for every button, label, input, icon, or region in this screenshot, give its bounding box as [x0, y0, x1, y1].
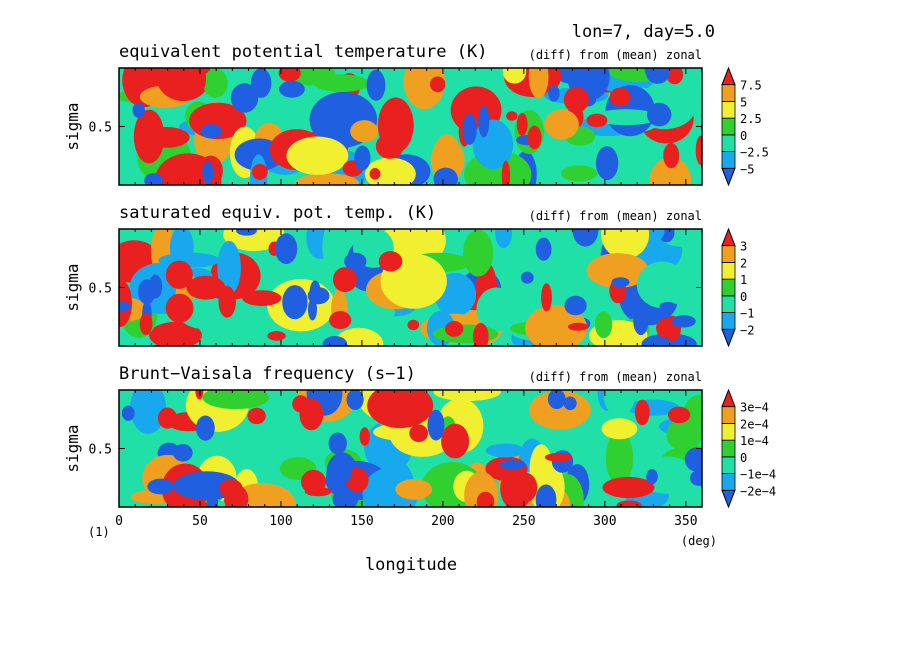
- colorbar-top-arrow: [721, 388, 736, 408]
- colorbar-label: −2.5: [740, 146, 769, 160]
- x-tick-label: 50: [192, 514, 208, 529]
- colorbar-2: 3 2 1 0 −1 −2: [721, 227, 754, 348]
- colorbar-top-arrow: [721, 227, 736, 247]
- colorbar-swatch: [721, 117, 736, 136]
- colorbar-swatch: [721, 84, 736, 102]
- colorbar-label: 0: [740, 290, 747, 304]
- panel-title-2: saturated equiv. pot. temp. (K): [119, 203, 436, 223]
- colorbar-label: 5: [740, 95, 747, 109]
- colorbar-label: 1e−4: [740, 434, 769, 448]
- colorbar-label: 2: [740, 256, 747, 270]
- colorbar-swatch: [721, 278, 736, 297]
- colorbar-swatch: [721, 245, 736, 263]
- y-axis-label-1: sigma: [63, 102, 82, 150]
- x-tick-label: 350: [674, 514, 697, 529]
- x-tick-label: 300: [593, 514, 616, 529]
- colorbar-label: 3: [740, 240, 747, 254]
- x-tick-label: 150: [350, 514, 373, 529]
- field-3: [119, 390, 702, 507]
- colorbar-label: −1e−4: [740, 468, 776, 482]
- y-tick-label: 0.5: [89, 443, 112, 458]
- colorbar-swatch: [721, 262, 736, 280]
- colorbar-swatch: [721, 473, 736, 491]
- colorbar-swatch: [721, 312, 736, 330]
- colorbar-bottom-arrow: [721, 489, 736, 509]
- colorbar-swatch: [721, 151, 736, 169]
- panel-subtitle-2: (diff) from (mean) zonal: [529, 209, 702, 223]
- figure-label: (1): [88, 525, 110, 539]
- colorbar-swatch: [721, 406, 736, 424]
- x-tick-label: 250: [512, 514, 535, 529]
- x-tick-label: 0: [115, 514, 123, 529]
- colorbar-label: 7.5: [740, 79, 762, 93]
- header-label: lon=7, day=5.0: [572, 22, 715, 42]
- panel-title-1: equivalent potential temperature (K): [119, 42, 487, 62]
- colorbar-top-arrow: [721, 66, 736, 86]
- colorbar-label: 0: [740, 451, 747, 465]
- colorbar-swatch: [721, 134, 736, 152]
- colorbar-label: 0: [740, 129, 747, 143]
- colorbar-label: −1: [740, 307, 754, 321]
- colorbar-label: 1: [740, 273, 747, 287]
- colorbar-swatch: [721, 101, 736, 119]
- x-tick-label: 200: [431, 514, 454, 529]
- x-axis-label: longitude: [365, 555, 457, 575]
- colorbar-swatch: [721, 439, 736, 458]
- colorbar-label: −2: [740, 323, 754, 337]
- y-axis-label-2: sigma: [63, 263, 82, 311]
- x-tick-label: 100: [269, 514, 292, 529]
- colorbar-3: 3e−4 2e−4 1e−4 0 −1e−4 −2e−4: [721, 388, 776, 509]
- panel-title-3: Brunt−Vaisala frequency (s−1): [119, 364, 416, 384]
- colorbar-label: 3e−4: [740, 401, 769, 415]
- y-tick-label: 0.5: [89, 121, 112, 136]
- colorbar-bottom-arrow: [721, 328, 736, 348]
- colorbar-swatch: [721, 423, 736, 441]
- colorbar-label: 2.5: [740, 112, 762, 126]
- colorbar-swatch: [721, 295, 736, 313]
- colorbar-bottom-arrow: [721, 167, 736, 187]
- panel-subtitle-3: (diff) from (mean) zonal: [529, 370, 702, 384]
- colorbar-swatch: [721, 456, 736, 474]
- colorbar-label: 2e−4: [740, 417, 769, 431]
- x-units-label: (deg): [681, 534, 717, 548]
- y-axis-label-3: sigma: [63, 424, 82, 472]
- colorbar-1: 7.5 5 2.5 0 −2.5 −5: [721, 66, 769, 187]
- y-tick-label: 0.5: [89, 282, 112, 297]
- colorbar-label: −5: [740, 162, 754, 176]
- field-1: [119, 68, 702, 185]
- panel-subtitle-1: (diff) from (mean) zonal: [529, 48, 702, 62]
- colorbar-label: −2e−4: [740, 484, 776, 498]
- field-2: [119, 229, 702, 346]
